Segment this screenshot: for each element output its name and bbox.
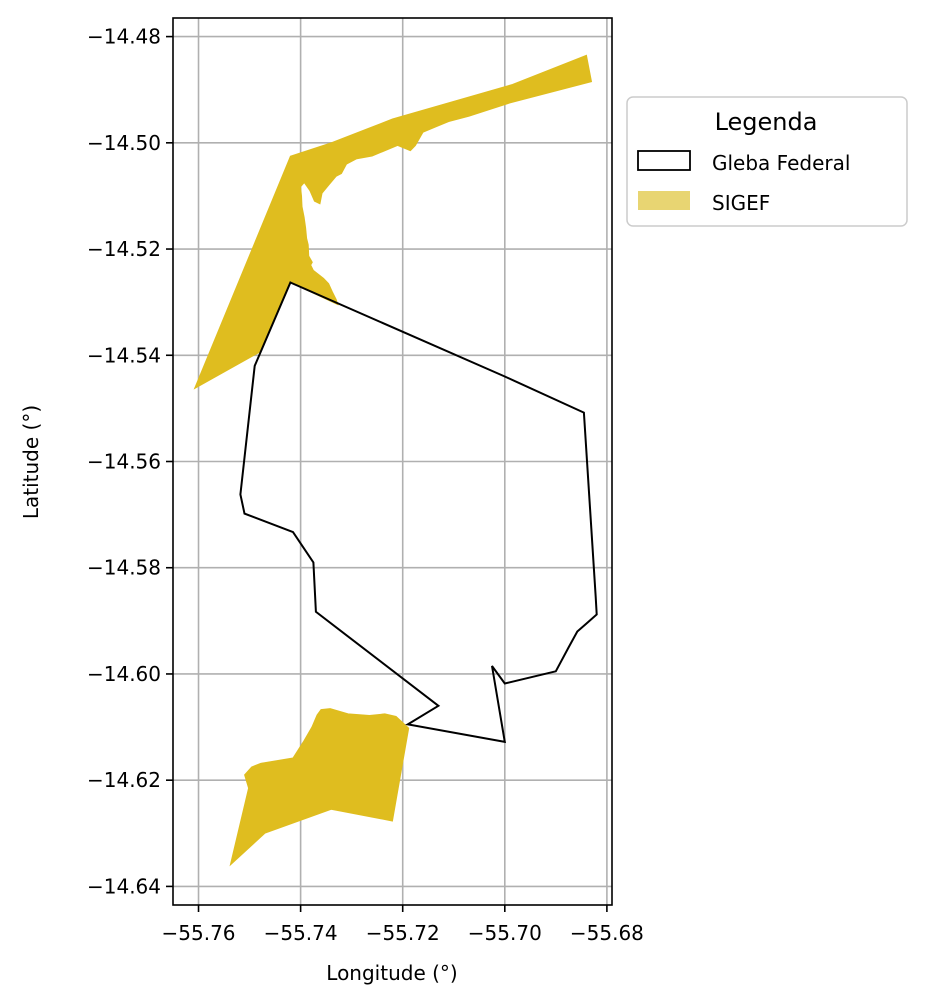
legend: Legenda Gleba Federal SIGEF: [626, 96, 908, 227]
features-layer: [193, 54, 598, 867]
x-tick-label-3: −55.70: [468, 921, 542, 945]
sigef-polygon-1: [229, 708, 410, 867]
y-tick-label-5: −14.58: [87, 556, 161, 580]
sigef-polygon-0: [193, 54, 593, 390]
y-axis-ticks: −14.48 −14.50 −14.52 −14.54 −14.56 −14.58 −14.…: [87, 25, 173, 898]
x-tick-label-1: −55.74: [264, 921, 338, 945]
legend-label-gleba-federal: Gleba Federal: [712, 151, 850, 175]
x-tick-label-4: −55.68: [570, 921, 644, 945]
x-axis-ticks: −55.76 −55.74 −55.72 −55.70 −55.68: [162, 905, 644, 945]
y-tick-label-8: −14.64: [87, 874, 161, 898]
legend-swatch-sigef: [638, 191, 690, 210]
y-tick-label-6: −14.60: [87, 662, 161, 686]
y-tick-label-3: −14.54: [87, 343, 161, 367]
y-tick-label-2: −14.52: [87, 237, 161, 261]
y-tick-label-0: −14.48: [87, 25, 161, 49]
y-tick-label-4: −14.56: [87, 450, 161, 474]
plot-area: −55.76 −55.74 −55.72 −55.70 −55.68 −14.48−14…: [87, 17, 644, 945]
y-axis-title: Latitude (°): [19, 405, 43, 519]
x-axis-title: Longitude (°): [326, 961, 457, 985]
x-tick-label-2: −55.72: [366, 921, 440, 945]
legend-swatch-gleba-federal: [637, 150, 691, 171]
y-tick-label-1: −14.50: [87, 131, 161, 155]
x-tick-label-0: −55.76: [162, 921, 236, 945]
gleba-federal-polygon-0: [239, 281, 598, 744]
y-tick-label-7: −14.62: [87, 768, 161, 792]
legend-box: [626, 96, 908, 227]
legend-title: Legenda: [715, 108, 818, 136]
legend-label-sigef: SIGEF: [712, 191, 770, 215]
